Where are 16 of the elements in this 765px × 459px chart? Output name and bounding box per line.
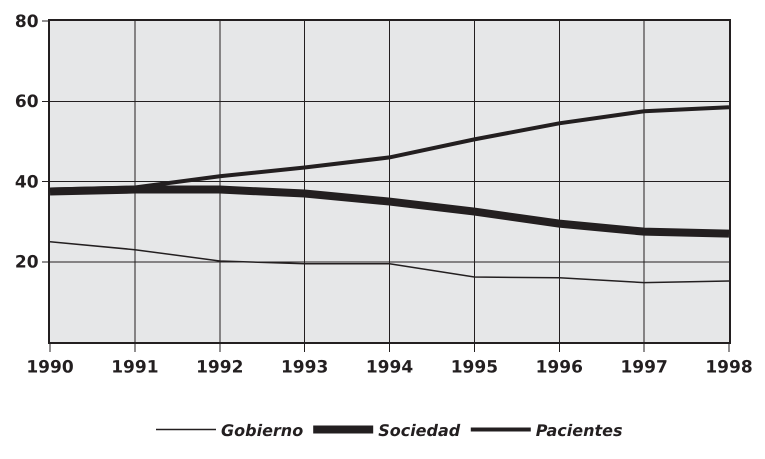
x-tick-label: 1993 (280, 357, 328, 378)
y-tick-label: 80 (14, 12, 39, 32)
y-tick-label: 40 (14, 172, 39, 192)
x-tick-label: 1990 (26, 357, 74, 378)
x-tick-label: 1995 (450, 357, 498, 378)
x-tick-label: 1992 (196, 357, 244, 378)
x-tick-label: 1997 (620, 357, 668, 378)
x-tick-label: 1994 (366, 357, 414, 378)
x-tick-label: 1991 (111, 357, 159, 378)
x-tick-label: 1998 (705, 357, 753, 378)
legend-label: Gobierno (221, 420, 304, 440)
y-tick-label: 60 (14, 92, 39, 112)
y-tick-label: 20 (14, 252, 39, 273)
legend-label: Sociedad (378, 420, 461, 440)
legend-label: Pacientes (536, 420, 623, 440)
x-tick-label: 1996 (536, 357, 583, 378)
